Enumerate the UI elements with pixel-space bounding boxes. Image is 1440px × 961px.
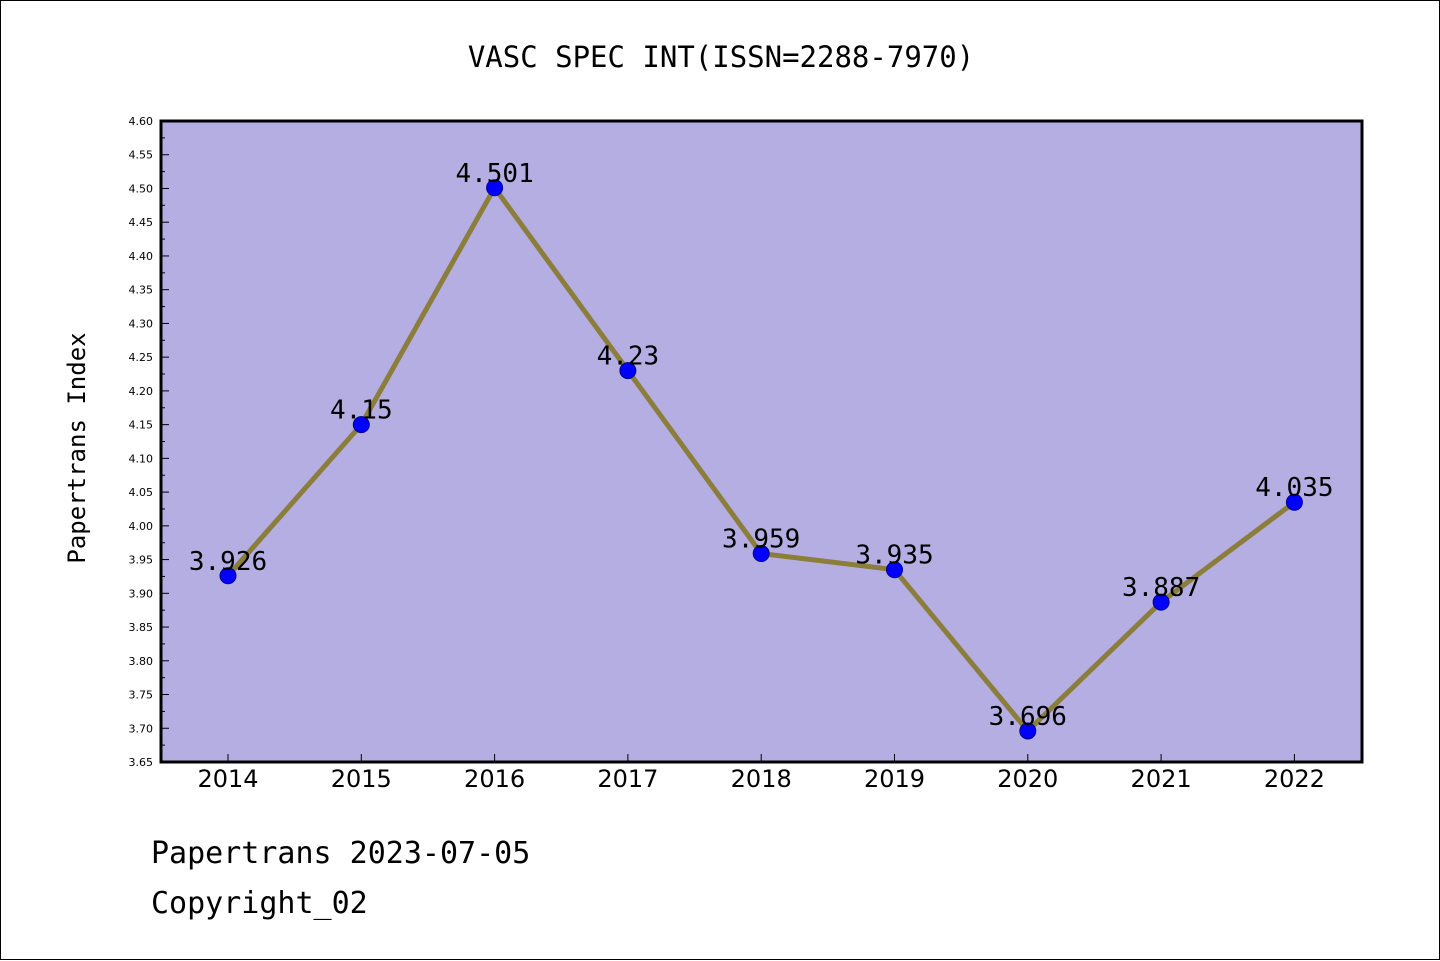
x-tick-label: 2022 <box>1264 765 1325 793</box>
x-tick-label: 2016 <box>464 765 525 793</box>
data-point <box>1019 722 1037 740</box>
y-tick-label: 4.55 <box>129 149 154 162</box>
data-point <box>352 416 370 434</box>
y-tick-label: 4.15 <box>129 419 154 432</box>
x-tick-label: 2017 <box>597 765 658 793</box>
y-tick-label: 4.10 <box>129 452 154 465</box>
y-tick-label: 4.30 <box>129 317 154 330</box>
x-tick-label: 2014 <box>197 765 258 793</box>
footer-copyright: Copyright_02 <box>151 886 368 921</box>
data-point <box>619 362 637 380</box>
data-label: 4.035 <box>1255 473 1333 503</box>
y-tick-label: 4.35 <box>129 284 154 297</box>
y-tick-label: 4.00 <box>129 520 154 533</box>
y-tick-label: 4.25 <box>129 351 154 364</box>
y-tick-label: 4.45 <box>129 216 154 229</box>
y-tick-label: 3.85 <box>129 621 154 634</box>
x-axis: 2014 2015 2016 2017 2018 2019 2020 2021 2022 <box>197 754 1325 793</box>
y-axis: 3.65 3.70 3.75 3.80 3.85 3.90 3.95 4.00 4.05 4.10… <box>129 115 169 769</box>
x-tick-label: 2015 <box>331 765 392 793</box>
data-point <box>752 545 770 563</box>
data-point <box>219 567 237 585</box>
data-label: 3.696 <box>989 702 1067 732</box>
y-tick-label: 4.40 <box>129 250 154 263</box>
y-tick-label: 3.65 <box>129 756 154 769</box>
data-label: 3.887 <box>1122 573 1200 603</box>
data-label: 4.15 <box>330 396 393 426</box>
x-tick-label: 2018 <box>731 765 792 793</box>
data-label: 3.926 <box>189 547 267 577</box>
x-tick-label: 2020 <box>997 765 1058 793</box>
plot-area <box>161 121 1362 762</box>
data-label: 4.23 <box>597 342 660 372</box>
x-tick-label: 2019 <box>864 765 925 793</box>
y-tick-label: 4.20 <box>129 385 154 398</box>
data-point <box>1285 493 1303 511</box>
y-tick-label: 3.70 <box>129 722 154 735</box>
chart-title: VASC SPEC INT(ISSN=2288-7970) <box>468 40 974 74</box>
y-tick-label: 3.75 <box>129 689 154 702</box>
y-axis-label: Papertrans Index <box>63 332 91 563</box>
footer-date: Papertrans 2023-07-05 <box>151 836 531 871</box>
y-tick-label: 3.90 <box>129 587 154 600</box>
data-labels-group: 3.926 4.15 4.501 4.23 3.959 3.935 3.696 3.887 4.… <box>189 159 1334 732</box>
data-point <box>1152 593 1170 611</box>
y-tick-label: 3.80 <box>129 655 154 668</box>
data-label: 4.501 <box>455 159 533 189</box>
markers-group <box>219 179 1303 740</box>
y-tick-label: 4.60 <box>129 115 154 128</box>
data-label: 3.935 <box>855 541 933 571</box>
y-tick-label: 4.05 <box>129 486 154 499</box>
x-tick-label: 2021 <box>1131 765 1192 793</box>
data-point <box>886 561 903 579</box>
y-tick-label: 3.95 <box>129 554 154 567</box>
data-label: 3.959 <box>722 525 800 555</box>
y-tick-label: 4.50 <box>129 182 154 195</box>
plot-border <box>159 119 1364 764</box>
data-point <box>486 179 504 197</box>
